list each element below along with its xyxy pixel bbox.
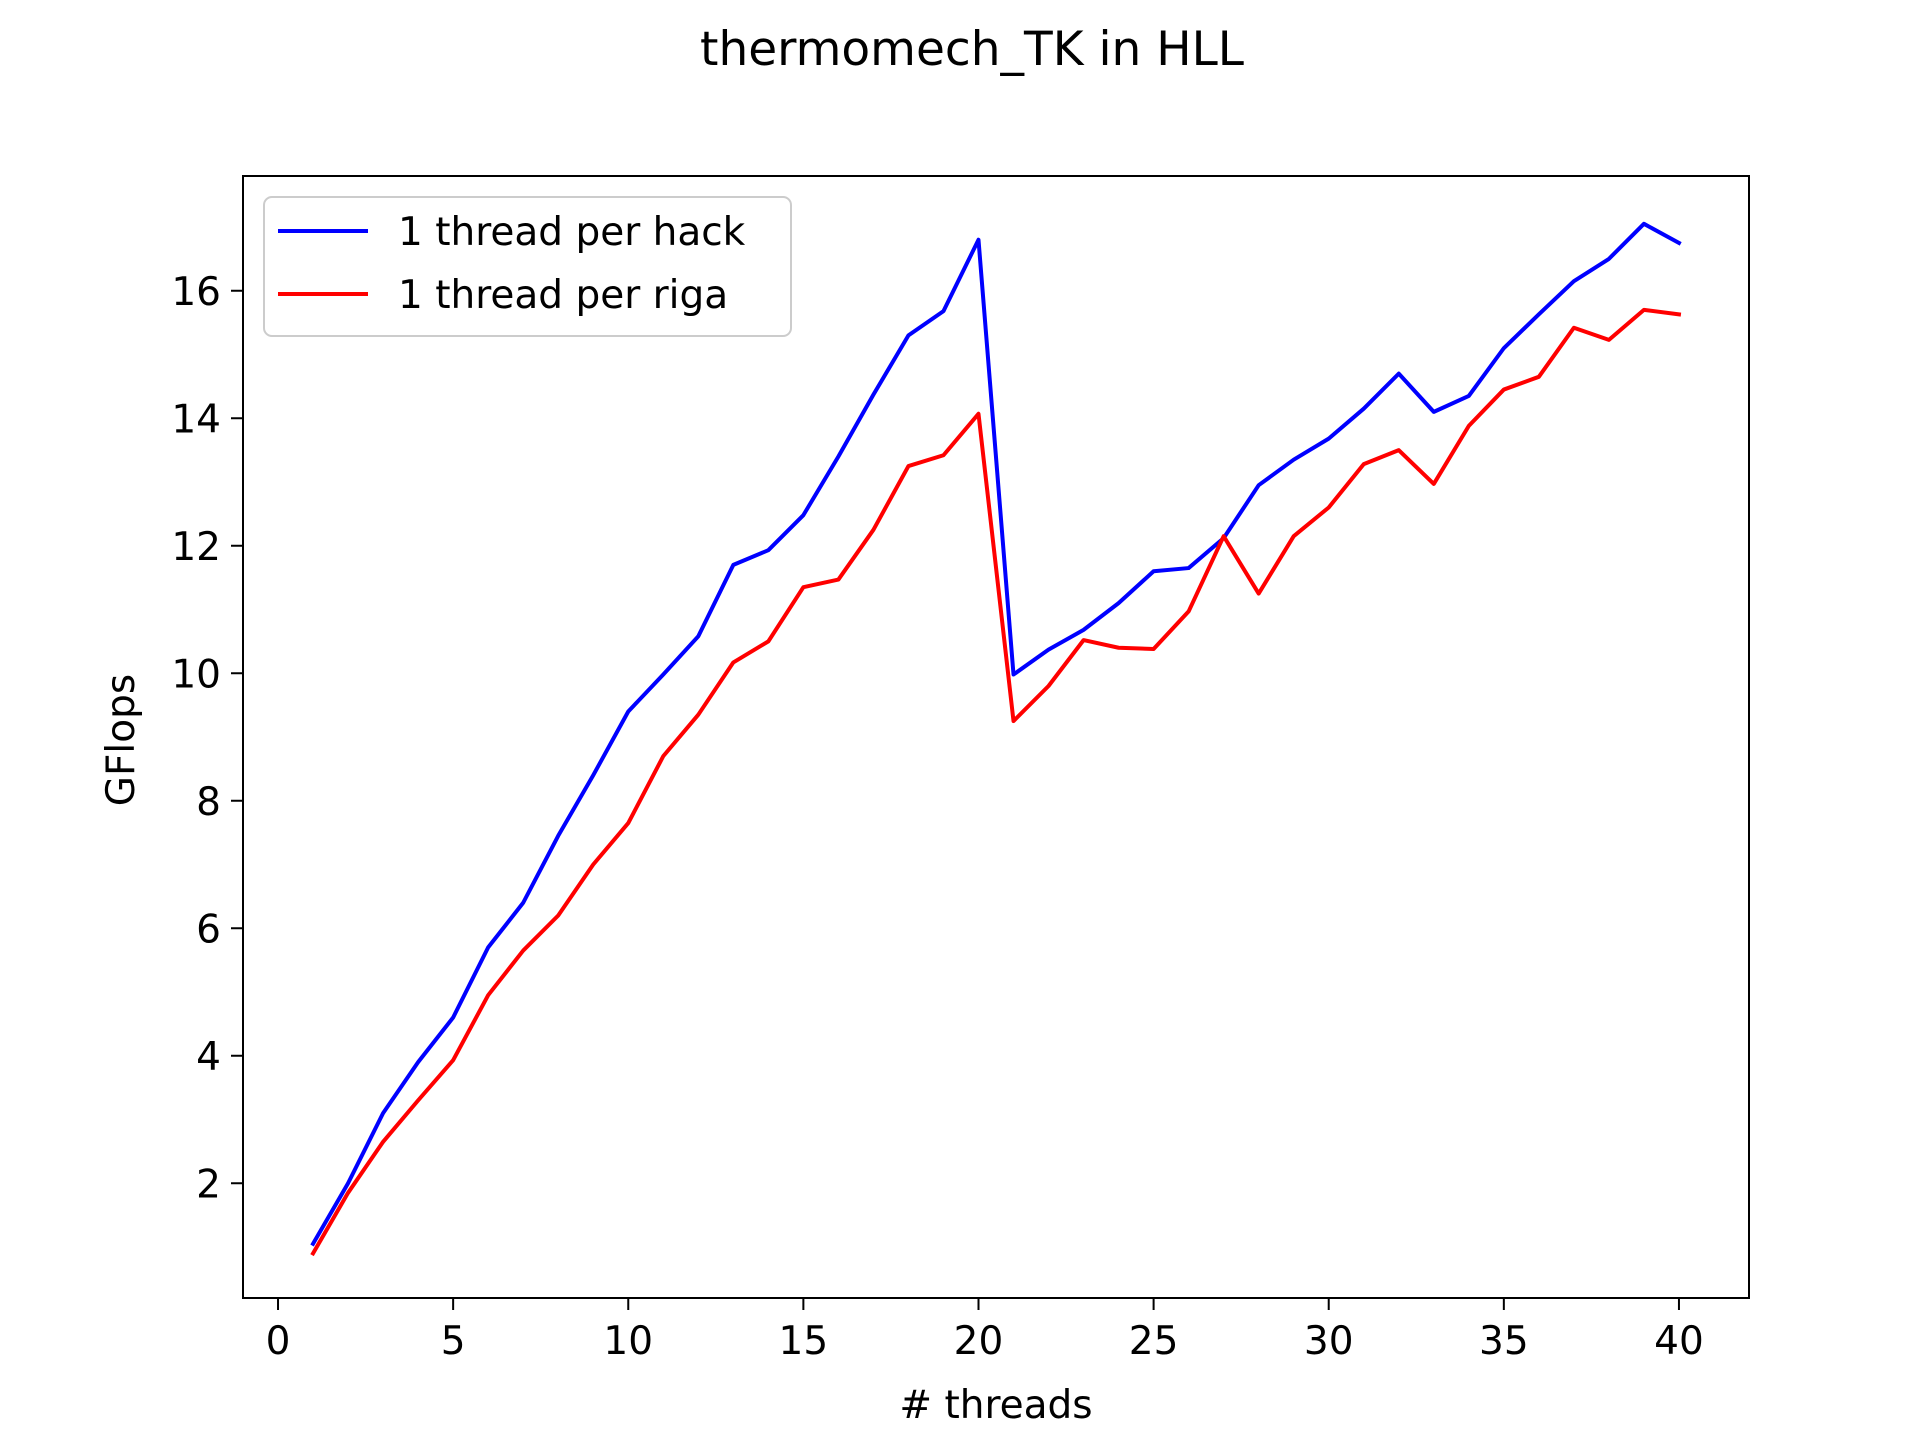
legend-label: 1 thread per hack bbox=[398, 210, 746, 255]
legend: 1 thread per hack 1 thread per riga bbox=[263, 196, 792, 337]
x-tick-label: 30 bbox=[1304, 1319, 1354, 1364]
y-tick-label: 4 bbox=[196, 1035, 221, 1080]
x-tick-label: 20 bbox=[954, 1319, 1004, 1364]
x-tick-label: 5 bbox=[441, 1319, 466, 1364]
series-line-2 bbox=[310, 307, 1682, 1257]
x-tick-label: 25 bbox=[1129, 1319, 1179, 1364]
chart-title: thermomech_TK in HLL bbox=[700, 22, 1244, 77]
y-axis-label: GFlops bbox=[99, 674, 144, 806]
series-line-1 bbox=[310, 221, 1682, 1247]
legend-box bbox=[263, 196, 792, 337]
y-tick-label: 12 bbox=[171, 525, 221, 570]
legend-label: 1 thread per riga bbox=[398, 273, 728, 318]
y-tick-label: 6 bbox=[196, 907, 221, 952]
y-tick-label: 10 bbox=[171, 652, 221, 697]
plot-frame bbox=[242, 175, 1750, 1299]
x-tick-label: 15 bbox=[779, 1319, 829, 1364]
x-tick-label: 35 bbox=[1479, 1319, 1529, 1364]
x-tick-label: 10 bbox=[603, 1319, 653, 1364]
plot-area: 0 5 10 15 20 25 30 35 40 2 4 6 8 10 12 14 16 bbox=[171, 175, 1750, 1364]
y-tick-label: 8 bbox=[196, 780, 221, 825]
y-tick-label: 2 bbox=[196, 1162, 221, 1207]
y-tick-label: 14 bbox=[171, 397, 221, 442]
y-tick-label: 16 bbox=[171, 270, 221, 315]
x-tick-label: 0 bbox=[266, 1319, 291, 1364]
x-axis-label: # threads bbox=[899, 1383, 1092, 1428]
x-tick-label: 40 bbox=[1654, 1319, 1704, 1364]
